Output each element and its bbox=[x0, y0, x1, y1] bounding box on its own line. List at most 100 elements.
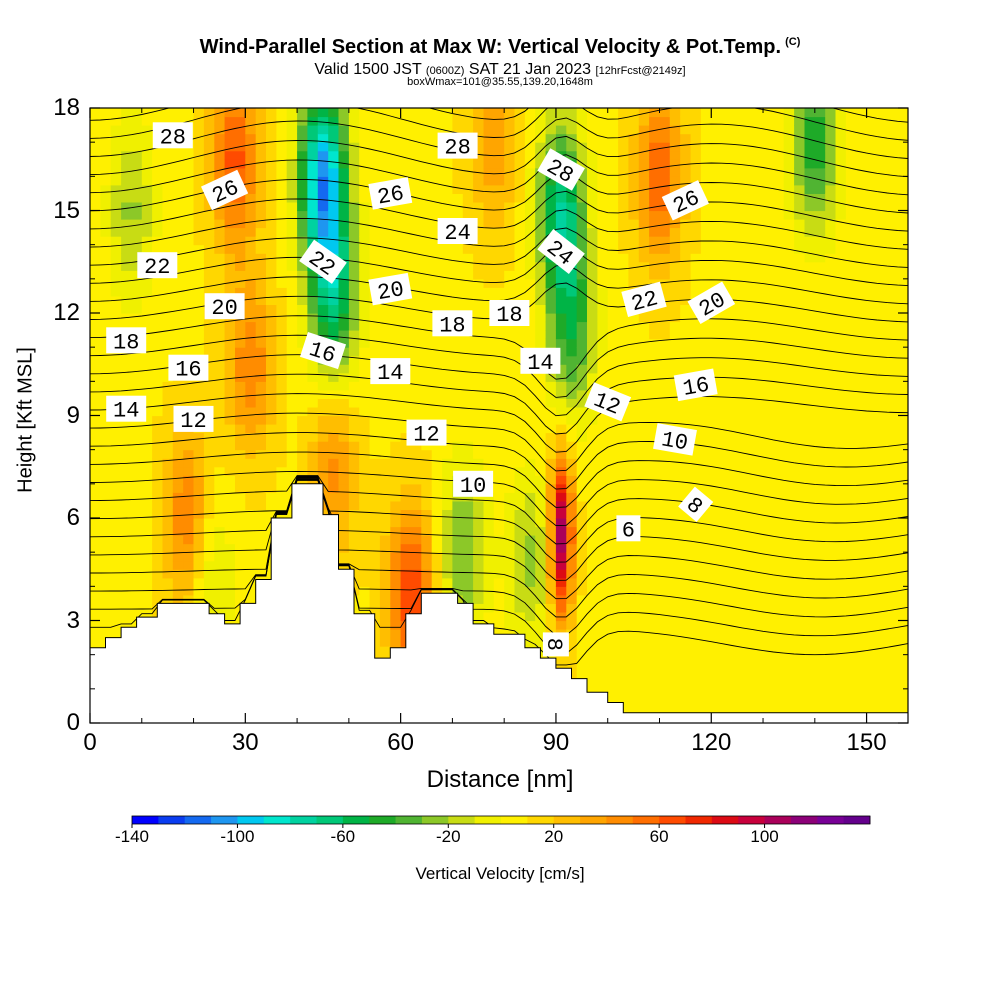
velocity-cell bbox=[545, 372, 557, 382]
velocity-cell bbox=[669, 509, 681, 519]
velocity-cell bbox=[618, 159, 630, 169]
velocity-cell bbox=[763, 620, 774, 630]
velocity-cell bbox=[214, 407, 226, 417]
velocity-cell bbox=[794, 518, 806, 528]
velocity-cell bbox=[431, 372, 443, 382]
velocity-cell bbox=[235, 150, 246, 160]
velocity-cell bbox=[203, 278, 215, 288]
velocity-cell bbox=[121, 321, 133, 331]
velocity-cell bbox=[421, 142, 433, 152]
velocity-cell bbox=[752, 142, 764, 152]
velocity-cell bbox=[245, 347, 257, 357]
velocity-cell bbox=[245, 518, 257, 528]
velocity-cell bbox=[618, 184, 630, 194]
velocity-cell bbox=[555, 108, 567, 118]
velocity-cell bbox=[742, 688, 754, 698]
velocity-cell bbox=[649, 424, 661, 434]
velocity-cell bbox=[618, 424, 630, 434]
velocity-cell bbox=[535, 586, 547, 596]
velocity-cell bbox=[690, 671, 702, 681]
velocity-cell bbox=[162, 227, 174, 237]
velocity-cell bbox=[711, 577, 723, 587]
velocity-cell bbox=[224, 287, 236, 297]
velocity-cell bbox=[742, 125, 754, 135]
velocity-cell bbox=[618, 270, 630, 280]
velocity-cell bbox=[172, 577, 184, 587]
velocity-cell bbox=[752, 338, 764, 348]
velocity-cell bbox=[328, 236, 340, 246]
velocity-cell bbox=[628, 244, 640, 254]
velocity-cell bbox=[773, 150, 785, 160]
velocity-cell bbox=[514, 202, 526, 212]
velocity-cell bbox=[700, 347, 712, 357]
velocity-cell bbox=[369, 407, 381, 417]
velocity-cell bbox=[763, 219, 774, 229]
velocity-cell bbox=[514, 603, 526, 613]
velocity-cell bbox=[297, 330, 309, 340]
velocity-cell bbox=[359, 441, 371, 451]
velocity-cell bbox=[783, 475, 795, 485]
velocity-cell bbox=[535, 321, 547, 331]
velocity-cell bbox=[369, 125, 381, 135]
velocity-cell bbox=[193, 261, 205, 271]
velocity-cell bbox=[587, 560, 598, 570]
velocity-cell bbox=[431, 167, 443, 177]
velocity-cell bbox=[266, 321, 277, 331]
velocity-cell bbox=[462, 398, 474, 408]
velocity-cell bbox=[411, 500, 422, 510]
velocity-cell bbox=[348, 253, 360, 263]
velocity-cell bbox=[452, 492, 464, 502]
velocity-cell bbox=[400, 338, 412, 348]
velocity-cell bbox=[90, 150, 101, 160]
velocity-cell bbox=[576, 202, 588, 212]
velocity-cell bbox=[348, 535, 360, 545]
velocity-cell bbox=[152, 193, 164, 203]
velocity-cell bbox=[690, 526, 702, 536]
velocity-cell bbox=[773, 355, 785, 365]
velocity-cell bbox=[297, 313, 309, 323]
velocity-cell bbox=[183, 389, 195, 399]
velocity-cell bbox=[224, 219, 236, 229]
velocity-cell bbox=[752, 244, 764, 254]
velocity-cell bbox=[711, 278, 723, 288]
velocity-cell bbox=[421, 441, 433, 451]
velocity-cell bbox=[659, 518, 671, 528]
velocity-cell bbox=[680, 176, 692, 186]
velocity-cell bbox=[742, 646, 754, 656]
velocity-cell bbox=[203, 142, 215, 152]
velocity-cell bbox=[328, 449, 340, 459]
velocity-cell bbox=[462, 159, 474, 169]
velocity-cell bbox=[255, 210, 267, 220]
velocity-cell bbox=[649, 449, 661, 459]
velocity-cell bbox=[100, 313, 112, 323]
velocity-cell bbox=[297, 270, 309, 280]
velocity-cell bbox=[276, 227, 288, 237]
velocity-cell bbox=[587, 612, 598, 622]
velocity-cell bbox=[483, 526, 495, 536]
velocity-cell bbox=[183, 586, 195, 596]
velocity-cell bbox=[462, 295, 474, 305]
velocity-cell bbox=[555, 526, 567, 536]
velocity-cell bbox=[742, 193, 754, 203]
velocity-cell bbox=[659, 415, 671, 425]
velocity-cell bbox=[566, 577, 578, 587]
velocity-cell bbox=[100, 398, 112, 408]
velocity-cell bbox=[100, 577, 112, 587]
velocity-cell bbox=[328, 415, 340, 425]
velocity-cell bbox=[235, 321, 246, 331]
velocity-cell bbox=[141, 116, 153, 126]
velocity-cell bbox=[524, 125, 536, 135]
velocity-cell bbox=[659, 133, 671, 143]
velocity-cell bbox=[390, 219, 402, 229]
velocity-cell bbox=[245, 142, 257, 152]
velocity-cell bbox=[597, 108, 609, 118]
velocity-cell bbox=[773, 535, 785, 545]
velocity-cell bbox=[359, 466, 371, 476]
velocity-cell bbox=[628, 688, 640, 698]
velocity-cell bbox=[794, 620, 806, 630]
velocity-cell bbox=[172, 347, 184, 357]
velocity-cell bbox=[524, 483, 536, 493]
velocity-cell bbox=[742, 381, 754, 391]
velocity-cell bbox=[141, 236, 153, 246]
velocity-cell bbox=[152, 287, 164, 297]
